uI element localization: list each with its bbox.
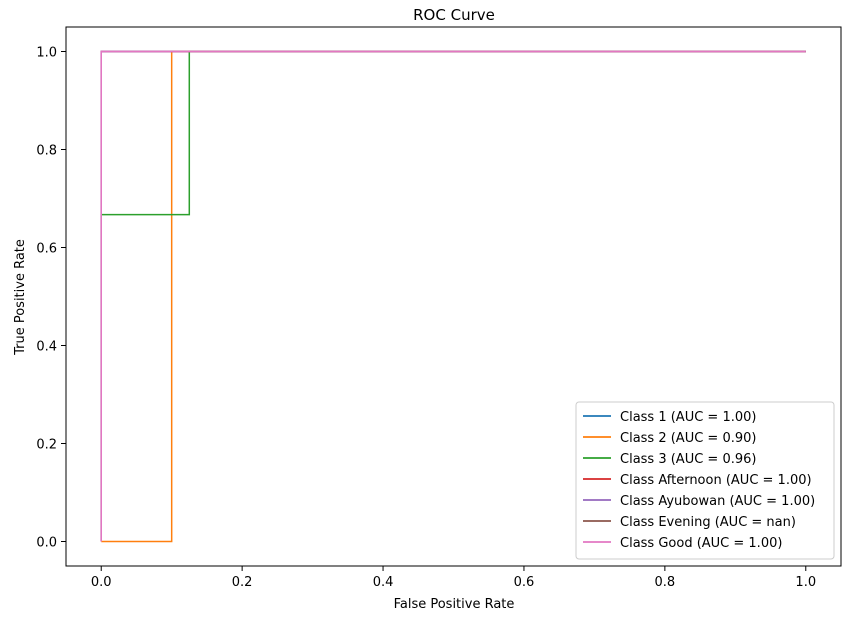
y-tick-label: 0.4 bbox=[36, 340, 57, 355]
y-tick-label: 1.0 bbox=[36, 46, 57, 61]
y-tick-label: 0.8 bbox=[36, 144, 57, 159]
plot-frame bbox=[65, 26, 842, 567]
legend-label: Class 2 (AUC = 0.90) bbox=[620, 431, 756, 446]
plot-lines bbox=[100, 50, 806, 543]
x-tick-label: 0.0 bbox=[91, 575, 112, 590]
legend-label: Class Good (AUC = 1.00) bbox=[620, 536, 782, 551]
y-axis: 0.0 0.2 0.4 0.6 0.8 1.0 bbox=[36, 46, 66, 551]
x-tick-label: 1.0 bbox=[795, 575, 816, 590]
legend-box bbox=[575, 401, 835, 560]
y-axis-title: True Positive Rate bbox=[13, 239, 28, 356]
x-tick-label: 0.4 bbox=[373, 575, 394, 590]
x-axis: 0.0 0.2 0.4 0.6 0.8 1.0 bbox=[91, 566, 816, 590]
y-tick-label: 0.0 bbox=[36, 536, 57, 551]
y-tick-label: 0.2 bbox=[36, 438, 57, 453]
legend: Class 1 (AUC = 1.00) Class 2 (AUC = 0.90)… bbox=[575, 401, 835, 560]
x-tick-label: 0.6 bbox=[514, 575, 535, 590]
legend-label: Class 3 (AUC = 0.96) bbox=[620, 452, 756, 467]
legend-label: Class Evening (AUC = nan) bbox=[620, 515, 796, 530]
y-tick-label: 0.6 bbox=[36, 242, 57, 257]
legend-label: Class Afternoon (AUC = 1.00) bbox=[620, 473, 812, 488]
chart-title: ROC Curve bbox=[413, 6, 495, 24]
legend-label: Class Ayubowan (AUC = 1.00) bbox=[620, 494, 815, 509]
legend-label: Class 1 (AUC = 1.00) bbox=[620, 410, 756, 425]
x-tick-label: 0.2 bbox=[232, 575, 253, 590]
x-tick-label: 0.8 bbox=[655, 575, 676, 590]
series-line-7 bbox=[100, 50, 806, 542]
x-axis-title: False Positive Rate bbox=[394, 597, 515, 612]
